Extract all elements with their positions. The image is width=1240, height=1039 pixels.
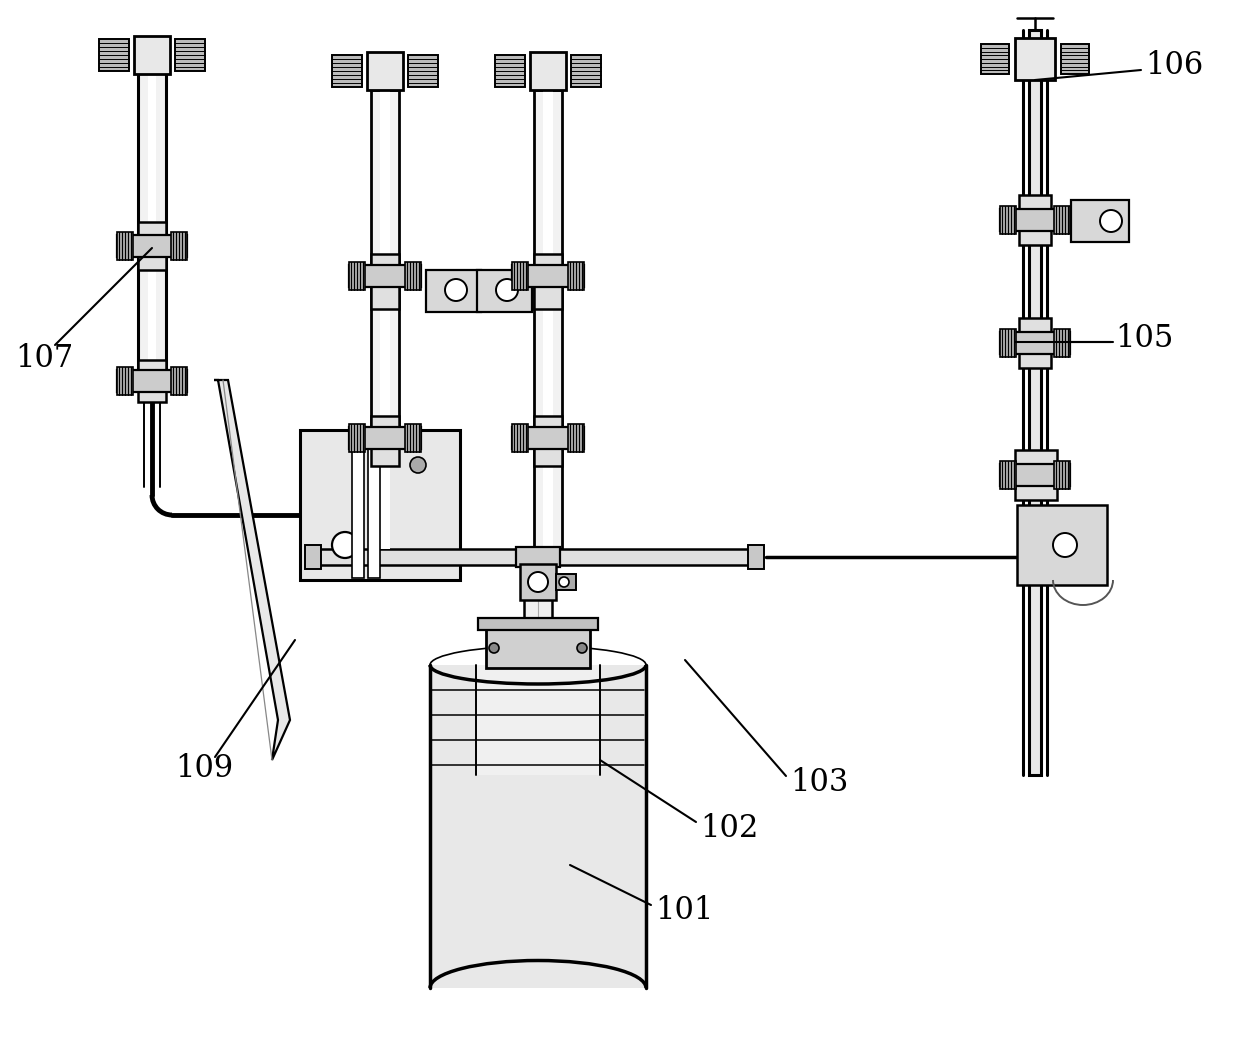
Bar (408, 55, 438, 87)
Bar (568, 262, 584, 290)
Bar (999, 461, 1016, 489)
Text: 107: 107 (15, 343, 73, 373)
Bar (367, 52, 403, 90)
Bar (1029, 30, 1042, 775)
Bar (512, 262, 528, 290)
Bar (512, 265, 584, 287)
Bar (117, 232, 133, 260)
Bar (348, 424, 365, 452)
Bar (1019, 195, 1052, 245)
Circle shape (559, 577, 569, 587)
Bar (371, 90, 399, 549)
Bar (1071, 199, 1128, 242)
Text: 101: 101 (655, 895, 713, 926)
Polygon shape (430, 665, 646, 988)
Bar (999, 332, 1070, 354)
Bar (556, 574, 577, 590)
Bar (405, 424, 422, 452)
Bar (486, 628, 590, 668)
Bar (371, 254, 399, 309)
Bar (305, 545, 321, 569)
Text: 105: 105 (1115, 322, 1173, 353)
Bar (138, 222, 166, 270)
Polygon shape (215, 380, 290, 760)
Bar (138, 359, 166, 402)
Text: 106: 106 (1145, 50, 1203, 80)
Bar (171, 232, 187, 260)
Bar (348, 262, 365, 290)
Bar (1054, 329, 1070, 357)
Bar (379, 90, 391, 549)
Circle shape (1053, 533, 1078, 557)
Circle shape (410, 457, 427, 473)
Bar (1016, 450, 1056, 500)
Text: 102: 102 (701, 812, 759, 844)
Bar (117, 370, 187, 392)
Bar (348, 265, 422, 287)
Bar (405, 262, 422, 290)
Bar (332, 55, 362, 87)
Bar (534, 90, 562, 549)
Bar (427, 270, 481, 312)
Circle shape (332, 532, 358, 558)
Bar (520, 564, 556, 600)
Bar (175, 39, 205, 71)
Bar (117, 367, 133, 395)
Circle shape (496, 279, 518, 301)
Text: 103: 103 (790, 767, 848, 798)
Text: 109: 109 (175, 752, 233, 783)
Bar (1054, 206, 1070, 234)
Bar (368, 432, 379, 578)
Bar (477, 270, 532, 312)
Bar (310, 549, 758, 565)
Bar (495, 55, 525, 87)
Circle shape (577, 643, 587, 652)
Bar (477, 618, 598, 630)
Bar (525, 578, 552, 628)
Circle shape (528, 572, 548, 592)
Bar (534, 254, 562, 309)
Bar (568, 424, 584, 452)
Bar (139, 75, 165, 390)
Bar (1017, 505, 1107, 585)
Bar (117, 235, 187, 257)
Bar (476, 665, 600, 775)
Bar (981, 44, 1009, 74)
Bar (1016, 38, 1055, 80)
Bar (999, 206, 1016, 234)
Bar (1019, 318, 1052, 368)
Bar (529, 52, 565, 90)
Bar (300, 430, 460, 580)
Bar (1061, 44, 1089, 74)
Bar (516, 547, 560, 567)
Bar (348, 427, 422, 449)
Bar (352, 432, 365, 578)
Bar (748, 545, 764, 569)
Bar (543, 90, 553, 549)
Bar (1054, 461, 1070, 489)
Bar (999, 464, 1070, 486)
Bar (148, 75, 156, 390)
Bar (134, 36, 170, 74)
Bar (534, 416, 562, 467)
Bar (999, 209, 1070, 231)
Circle shape (489, 643, 498, 652)
Bar (171, 367, 187, 395)
Bar (512, 424, 528, 452)
Bar (99, 39, 129, 71)
Bar (999, 329, 1016, 357)
Circle shape (1100, 210, 1122, 232)
Circle shape (445, 279, 467, 301)
Bar (512, 427, 584, 449)
Bar (570, 55, 601, 87)
Bar (371, 416, 399, 467)
